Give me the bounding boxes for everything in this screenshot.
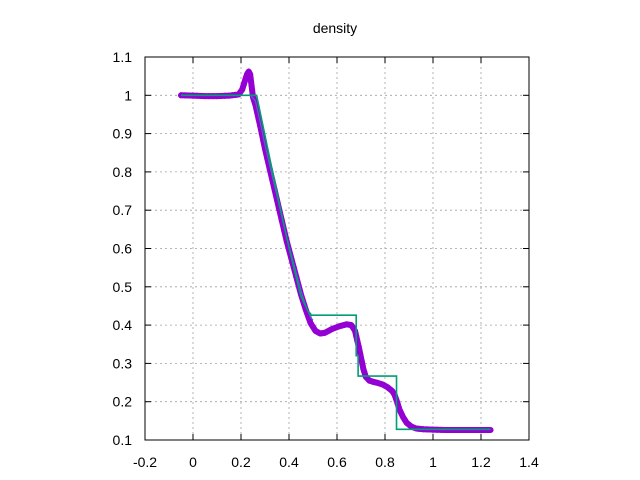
chart-title: density	[313, 20, 357, 36]
x-tick-label: 0	[189, 454, 197, 470]
y-tick-label: 0.9	[113, 126, 133, 142]
x-tick-label: 0.4	[279, 454, 299, 470]
y-tick-label: 0.5	[113, 279, 133, 295]
y-tick-label: 0.7	[113, 202, 133, 218]
y-tick-label: 0.6	[113, 241, 133, 257]
x-tick-label: 0.2	[231, 454, 251, 470]
y-tick-label: 0.3	[113, 355, 133, 371]
exact-solution-line	[181, 94, 491, 431]
y-tick-label: 0.8	[113, 164, 133, 180]
data-point	[354, 338, 361, 345]
series-point-trace	[178, 68, 494, 434]
x-tick-label: -0.2	[133, 454, 157, 470]
x-tick-label: 0.8	[375, 454, 395, 470]
data-point	[357, 350, 364, 357]
data-point	[359, 362, 366, 369]
y-tick-label: 0.4	[113, 317, 133, 333]
y-tick-label: 0.1	[113, 432, 133, 448]
y-tick-label: 1	[124, 87, 132, 103]
data-point	[358, 354, 364, 361]
x-tick-label: 1.2	[471, 454, 491, 470]
grid	[145, 57, 529, 440]
series-points	[178, 68, 494, 434]
y-tick-label: 1.1	[113, 49, 133, 65]
data-point	[356, 346, 363, 353]
series-layer	[178, 68, 494, 434]
x-tick-label: 0.6	[327, 454, 347, 470]
reference-line	[181, 94, 314, 321]
x-tick-label: 1	[429, 454, 437, 470]
x-tick-label: 1.4	[519, 454, 539, 470]
ticks: -0.2 0 0.2 0.4 0.6 0.8 1 1.2 1.4 0.1 0.2 0.3 0.4 0.5 0…	[113, 49, 539, 470]
y-tick-label: 0.2	[113, 394, 133, 410]
data-point	[358, 358, 365, 365]
